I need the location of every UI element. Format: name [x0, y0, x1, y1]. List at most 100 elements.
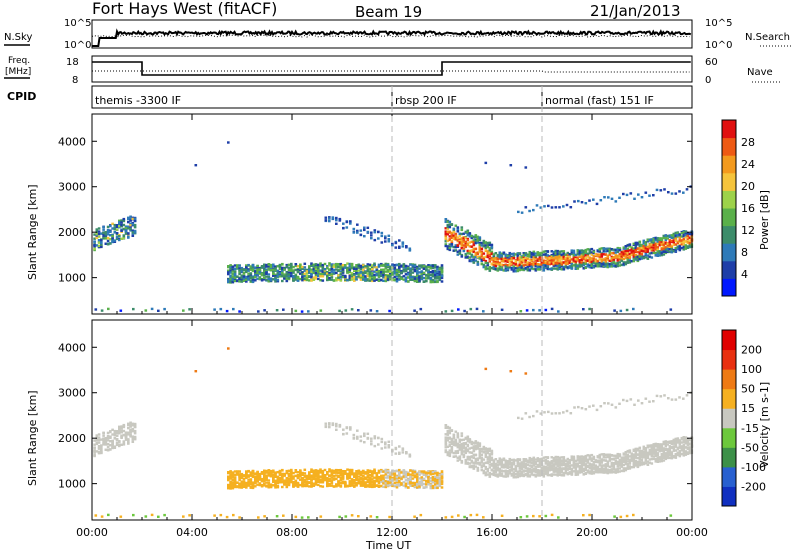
power-cell — [577, 200, 580, 202]
power-cell — [453, 228, 456, 230]
power-cell — [227, 265, 230, 267]
power-cell — [398, 247, 401, 249]
power-cell — [528, 210, 531, 212]
power-cell — [641, 253, 644, 255]
velocity-cell — [234, 479, 237, 481]
power-cell — [232, 281, 235, 283]
velocity-cell — [274, 486, 277, 488]
velocity-cell — [367, 433, 370, 435]
power-cell — [236, 275, 239, 277]
power-cell — [319, 279, 322, 281]
power-cell — [369, 264, 372, 266]
velocity-cell — [100, 452, 103, 454]
velocity-cell — [114, 430, 117, 432]
velocity-cell — [398, 445, 401, 447]
power-cell — [282, 309, 285, 311]
power-cell — [639, 241, 642, 243]
velocity-cell — [378, 482, 381, 484]
velocity-cell — [333, 485, 336, 487]
velocity-cell — [134, 424, 137, 426]
velocity-cell — [274, 473, 277, 475]
velocity-cell — [288, 479, 291, 481]
velocity-cell — [414, 484, 417, 486]
power-cell — [477, 263, 480, 265]
velocity-cell — [332, 423, 335, 425]
power-cell — [346, 271, 349, 273]
velocity-cell — [457, 436, 460, 438]
velocity-cell — [322, 481, 325, 483]
velocity-cell — [232, 481, 235, 483]
velocity-cell — [432, 485, 435, 487]
power-cell — [432, 279, 435, 281]
velocity-cell — [381, 447, 384, 449]
power-cell — [328, 269, 331, 271]
velocity-cell — [369, 470, 372, 472]
power-cell — [118, 239, 121, 241]
power-cell — [270, 277, 273, 279]
power-cell — [373, 263, 376, 265]
power-cell — [545, 309, 548, 311]
velocity-cell — [370, 438, 373, 440]
velocity-cell — [105, 439, 108, 441]
velocity-cell — [310, 477, 313, 479]
power-cell — [570, 206, 573, 208]
power-cell — [409, 268, 412, 270]
power-cell — [461, 255, 464, 257]
power-cell — [134, 226, 137, 228]
velocity-cell — [109, 431, 112, 433]
velocity-cell — [402, 451, 405, 453]
power-cell — [234, 270, 237, 272]
power-cell — [427, 266, 430, 268]
cpid-segment-label: normal (fast) 151 IF — [545, 94, 654, 107]
power-cell — [607, 196, 610, 198]
power-cell — [310, 273, 313, 275]
power-cell — [364, 275, 367, 277]
nave-tick-right-high: 60 — [705, 57, 718, 68]
velocity-cell — [441, 476, 444, 478]
power-cell — [405, 279, 408, 281]
power-cell — [342, 276, 345, 278]
power-cell — [304, 263, 307, 265]
power-cell — [114, 224, 117, 226]
velocity-cell — [93, 446, 96, 448]
velocity-cell — [109, 440, 112, 442]
power-cell — [265, 271, 268, 273]
power-cell — [127, 232, 130, 234]
velocity-cell — [127, 423, 130, 425]
power-cell — [355, 264, 358, 266]
power-cell — [405, 265, 408, 267]
velocity-cell — [360, 440, 363, 442]
power-cell — [547, 250, 550, 252]
velocity-cell — [232, 472, 235, 474]
power-cell — [501, 309, 504, 311]
power-cell — [325, 217, 328, 219]
velocity-cell — [319, 468, 322, 470]
power-cell — [601, 255, 604, 257]
power-cell — [489, 270, 492, 272]
velocity-cell — [265, 477, 268, 479]
power-cell — [387, 269, 390, 271]
power-cell — [563, 250, 566, 252]
power-cell — [387, 264, 390, 266]
velocity-cell — [427, 472, 430, 474]
power-cell — [382, 269, 385, 271]
power-cell — [349, 222, 352, 224]
power-cell — [301, 266, 304, 268]
power-cell — [470, 308, 473, 310]
power-cell — [274, 280, 277, 282]
velocity-cell — [396, 479, 399, 481]
freq-label-line1: Freq. — [8, 56, 30, 66]
velocity-cell — [254, 482, 257, 484]
power-cell — [526, 309, 529, 311]
power-cell — [306, 279, 309, 281]
power-cell — [274, 276, 277, 278]
velocity-cell — [243, 475, 246, 477]
power-cell — [425, 280, 428, 282]
power-cell — [250, 272, 253, 274]
nsky-trace — [92, 32, 691, 47]
velocity-cell — [370, 440, 373, 442]
velocity-cell — [123, 441, 126, 443]
power-cell — [571, 267, 574, 269]
power-cell — [127, 236, 130, 238]
